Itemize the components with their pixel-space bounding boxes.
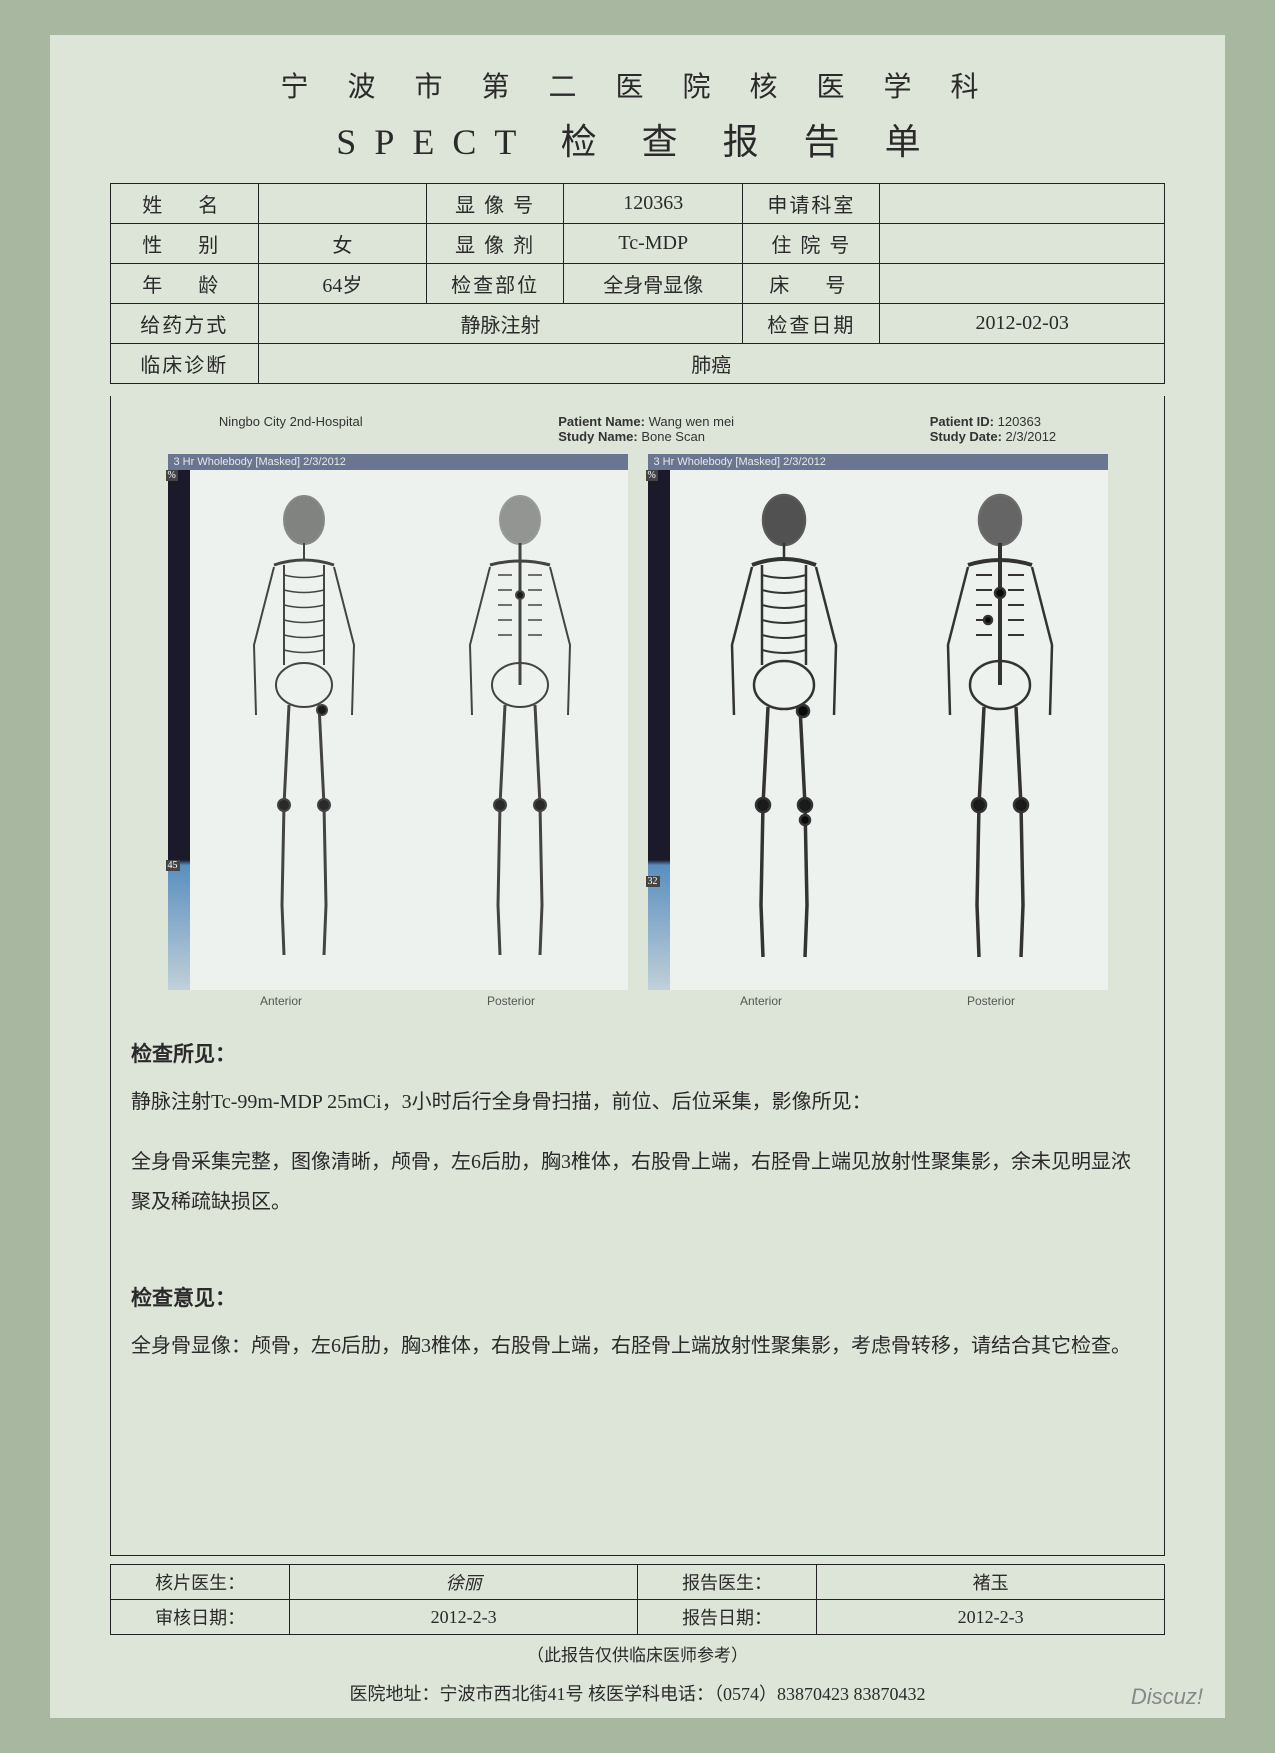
examdate-label: 检查日期 bbox=[743, 304, 880, 344]
view-posterior-2: Posterior bbox=[967, 994, 1015, 1008]
colorbar-left: % 45 bbox=[168, 470, 190, 990]
dept-label: 申请科室 bbox=[743, 184, 880, 224]
report-page: 宁 波 市 第 二 医 院 核 医 学 科 SPECT 检 查 报 告 单 姓 … bbox=[50, 35, 1225, 1718]
report-date-value: 2012-2-3 bbox=[817, 1600, 1165, 1635]
colorbar-right: % 32 bbox=[648, 470, 670, 990]
scan-body-left: % 45 bbox=[168, 470, 628, 990]
route-value: 静脉注射 bbox=[258, 304, 743, 344]
reporter-label: 报告医生： bbox=[637, 1565, 816, 1600]
scan-panel-right: 3 Hr Wholebody [Masked] 2/3/2012 % 32 bbox=[648, 454, 1108, 1008]
agent-value: Tc-MDP bbox=[564, 224, 743, 264]
panel-label-right: 3 Hr Wholebody [Masked] 2/3/2012 bbox=[648, 454, 1108, 470]
hospital-name: 宁 波 市 第 二 医 院 核 医 学 科 bbox=[110, 65, 1165, 105]
hospital-en: Ningbo City 2nd-Hospital bbox=[219, 414, 363, 444]
skeleton-posterior-1 bbox=[450, 485, 590, 975]
admit-value bbox=[880, 224, 1165, 264]
diag-value: 肺癌 bbox=[258, 344, 1164, 384]
scan-panel-left: 3 Hr Wholebody [Masked] 2/3/2012 % 45 bbox=[168, 454, 628, 1008]
skeleton-posterior-2 bbox=[930, 485, 1070, 975]
scan-area: Ningbo City 2nd-Hospital Patient Name: W… bbox=[110, 396, 1165, 1556]
footer-table: 核片医生： 徐丽 报告医生： 褚玉 审核日期： 2012-2-3 报告日期： 2… bbox=[110, 1564, 1165, 1635]
dept-value bbox=[880, 184, 1165, 224]
review-date-value: 2012-2-3 bbox=[290, 1600, 638, 1635]
part-value: 全身骨显像 bbox=[564, 264, 743, 304]
part-label: 检查部位 bbox=[427, 264, 564, 304]
report-date-label: 报告日期： bbox=[637, 1600, 816, 1635]
age-label: 年 龄 bbox=[111, 264, 259, 304]
scan-panels: 3 Hr Wholebody [Masked] 2/3/2012 % 45 bbox=[121, 454, 1154, 1008]
examdate-value: 2012-02-03 bbox=[880, 304, 1165, 344]
hospital-address: 医院地址：宁波市西北街41号 核医学科电话：（0574）83870423 838… bbox=[110, 1680, 1165, 1706]
diag-label: 临床诊断 bbox=[111, 344, 259, 384]
name-value bbox=[258, 184, 427, 224]
imgno-value: 120363 bbox=[564, 184, 743, 224]
reviewer-value: 徐丽 bbox=[290, 1565, 638, 1600]
opinion-body: 全身骨显像：颅骨，左6后肋，胸3椎体，右股骨上端，右胫骨上端放射性聚集影，考虑骨… bbox=[131, 1326, 1144, 1366]
disclaimer: （此报告仅供临床医师参考） bbox=[110, 1641, 1165, 1666]
agent-label: 显 像 剂 bbox=[427, 224, 564, 264]
findings: 检查所见： 静脉注射Tc-99m-MDP 25mCi，3小时后行全身骨扫描，前位… bbox=[121, 1038, 1154, 1366]
skeleton-anterior-2 bbox=[714, 485, 854, 975]
scan-meta-1: Patient Name: Wang wen mei Study Name: B… bbox=[558, 414, 734, 444]
scan-meta-2: Patient ID: 120363 Study Date: 2/3/2012 bbox=[930, 414, 1056, 444]
patient-info-table: 姓 名 显 像 号 120363 申请科室 性 别 女 显 像 剂 Tc-MDP… bbox=[110, 183, 1165, 384]
age-value: 64岁 bbox=[258, 264, 427, 304]
findings-body: 静脉注射Tc-99m-MDP 25mCi，3小时后行全身骨扫描，前位、后位采集，… bbox=[131, 1082, 1144, 1222]
imgno-label: 显 像 号 bbox=[427, 184, 564, 224]
opinion-title: 检查意见： bbox=[131, 1282, 1144, 1312]
panel-label-left: 3 Hr Wholebody [Masked] 2/3/2012 bbox=[168, 454, 628, 470]
reporter-value: 褚玉 bbox=[817, 1565, 1165, 1600]
skeleton-anterior-1 bbox=[234, 485, 374, 975]
scan-body-right: % 32 bbox=[648, 470, 1108, 990]
watermark: Discuz! bbox=[1131, 1684, 1203, 1710]
view-posterior-1: Posterior bbox=[487, 994, 535, 1008]
view-anterior-1: Anterior bbox=[260, 994, 302, 1008]
findings-title: 检查所见： bbox=[131, 1038, 1144, 1068]
route-label: 给药方式 bbox=[111, 304, 259, 344]
view-anterior-2: Anterior bbox=[740, 994, 782, 1008]
bed-value bbox=[880, 264, 1165, 304]
review-date-label: 审核日期： bbox=[111, 1600, 290, 1635]
header: 宁 波 市 第 二 医 院 核 医 学 科 SPECT 检 查 报 告 单 bbox=[110, 65, 1165, 165]
sex-label: 性 别 bbox=[111, 224, 259, 264]
reviewer-label: 核片医生： bbox=[111, 1565, 290, 1600]
sex-value: 女 bbox=[258, 224, 427, 264]
report-title: SPECT 检 查 报 告 单 bbox=[110, 113, 1165, 165]
admit-label: 住 院 号 bbox=[743, 224, 880, 264]
bed-label: 床 号 bbox=[743, 264, 880, 304]
name-label: 姓 名 bbox=[111, 184, 259, 224]
scan-header: Ningbo City 2nd-Hospital Patient Name: W… bbox=[121, 414, 1154, 444]
